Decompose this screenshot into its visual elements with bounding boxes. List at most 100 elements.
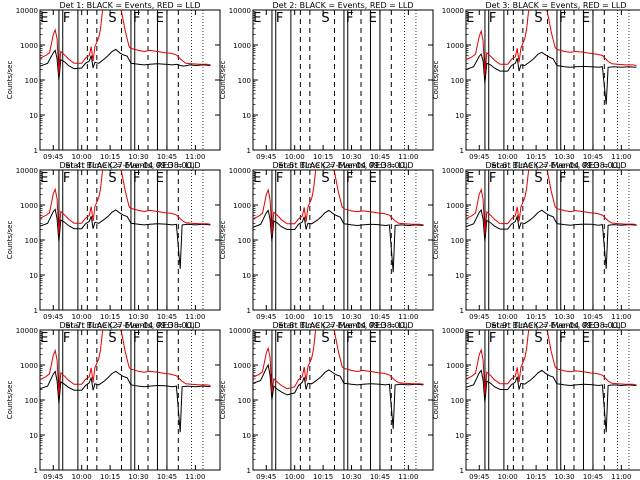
marker-label: F [346, 171, 353, 186]
marker-label: F [276, 11, 283, 26]
x-tick-label: 10:15 [313, 153, 333, 161]
x-tick-label: 11:00 [185, 473, 205, 480]
series-events-line [40, 48, 211, 81]
x-tick-label: 10:15 [313, 313, 333, 321]
series-events-line [40, 370, 211, 433]
marker-label: F [63, 331, 70, 346]
marker-label: E [40, 11, 48, 26]
x-tick-label: 10:15 [313, 473, 333, 480]
panel-title: Det 8: BLACK = Events, RED = LLD [273, 321, 414, 330]
y-tick-label: 10000 [442, 167, 464, 175]
x-tick-label: 10:00 [285, 153, 305, 161]
x-tick-label: 10:00 [72, 153, 92, 161]
y-axis-label: Counts/sec [432, 221, 440, 260]
marker-label: F [559, 171, 566, 186]
panel-det-8: Det 8: BLACK = Events, RED = LLD 1 10 100 10… [219, 321, 434, 480]
marker-label: F [489, 171, 496, 186]
y-tick-label: 10000 [229, 327, 251, 335]
series-events-line [466, 208, 637, 269]
x-tick-label: 10:45 [157, 313, 177, 321]
y-tick-label: 100 [25, 397, 38, 405]
x-tick-label: 09:45 [256, 313, 276, 321]
marker-label: F [276, 171, 283, 186]
series-lld-line [40, 170, 211, 234]
x-tick-label: 10:15 [100, 153, 120, 161]
y-tick-label: 1000 [446, 362, 464, 370]
x-tick-label: 10:30 [554, 153, 574, 161]
marker-label: F [276, 331, 283, 346]
y-tick-label: 10 [29, 432, 38, 440]
plot-frame [39, 329, 221, 471]
x-tick-label: 10:15 [100, 473, 120, 480]
x-tick-label: 10:00 [72, 313, 92, 321]
x-tick-label: 10:00 [498, 153, 518, 161]
marker-label: E [582, 171, 590, 186]
x-tick-label: 10:15 [526, 313, 546, 321]
x-axis-label: Start Time (27-Mar-04 09:38:00) [65, 321, 195, 330]
y-tick-label: 10 [455, 272, 464, 280]
x-tick-label: 10:00 [498, 473, 518, 480]
marker-label: E [40, 171, 48, 186]
y-tick-label: 10 [242, 112, 251, 120]
x-tick-label: 10:30 [554, 313, 574, 321]
y-tick-label: 10 [242, 432, 251, 440]
y-tick-label: 1000 [20, 42, 38, 50]
y-tick-label: 1000 [446, 42, 464, 50]
marker-label: S [321, 331, 329, 346]
y-tick-label: 1000 [233, 202, 251, 210]
panel-det-5: Det 5: BLACK = Events, RED = LLD 1 10 100 10… [219, 161, 434, 330]
x-tick-label: 10:30 [341, 153, 361, 161]
marker-label: F [346, 331, 353, 346]
x-tick-label: 10:30 [128, 313, 148, 321]
x-axis-label: Start Time (27-Mar-04 09:38:00) [491, 321, 621, 330]
series-events-line [253, 363, 424, 429]
marker-label: E [466, 171, 474, 186]
plot-frame [39, 9, 221, 151]
panel-det-3: Det 3: BLACK = Events, RED = LLD 1 10 100 10… [432, 1, 640, 170]
y-tick-label: 10000 [16, 7, 38, 15]
plot-frame [465, 329, 640, 471]
y-tick-label: 10 [29, 112, 38, 120]
y-tick-label: 1 [247, 307, 251, 315]
series-lld-line [466, 170, 637, 235]
y-tick-label: 1000 [233, 42, 251, 50]
x-axis-label: Start Time (27-Mar-04 09:38:00) [278, 321, 408, 330]
y-tick-label: 1000 [233, 362, 251, 370]
x-tick-label: 11:00 [185, 153, 205, 161]
plot-frame [465, 9, 640, 151]
y-tick-label: 1000 [446, 202, 464, 210]
x-axis-label: Start Time (27-Mar-04 09:38:00) [65, 161, 195, 170]
y-tick-label: 10000 [16, 167, 38, 175]
marker-label: E [40, 331, 48, 346]
x-tick-label: 11:00 [398, 153, 418, 161]
x-tick-label: 10:30 [128, 153, 148, 161]
series-lld-line [253, 170, 424, 235]
marker-label: E [369, 171, 377, 186]
x-tick-label: 11:00 [398, 473, 418, 480]
y-axis-label: Counts/sec [6, 221, 14, 260]
marker-label: E [156, 331, 164, 346]
y-tick-label: 100 [238, 397, 251, 405]
x-tick-label: 10:45 [583, 153, 603, 161]
panel-title: Det 7: BLACK = Events, RED = LLD [60, 321, 201, 330]
x-tick-label: 11:00 [398, 313, 418, 321]
x-tick-label: 09:45 [43, 473, 63, 480]
marker-label: E [156, 11, 164, 26]
y-tick-label: 10000 [229, 7, 251, 15]
y-tick-label: 1 [34, 147, 38, 155]
y-tick-label: 1 [460, 147, 464, 155]
y-tick-label: 1 [247, 147, 251, 155]
plot-frame [252, 169, 434, 311]
series-lld-line [40, 10, 211, 74]
panel-det-4: Det 4: BLACK = Events, RED = LLD 1 10 100 10… [6, 161, 221, 330]
y-tick-label: 1 [460, 307, 464, 315]
x-tick-label: 10:00 [498, 313, 518, 321]
plot-frame [252, 329, 434, 471]
plot-frame [252, 9, 434, 151]
y-axis-label: Counts/sec [6, 381, 14, 420]
marker-label: E [253, 171, 261, 186]
series-lld-line [40, 330, 211, 396]
y-axis-label: Counts/sec [219, 221, 227, 260]
y-tick-label: 1 [34, 467, 38, 475]
panel-title: Det 1: BLACK = Events, RED = LLD [60, 1, 201, 10]
